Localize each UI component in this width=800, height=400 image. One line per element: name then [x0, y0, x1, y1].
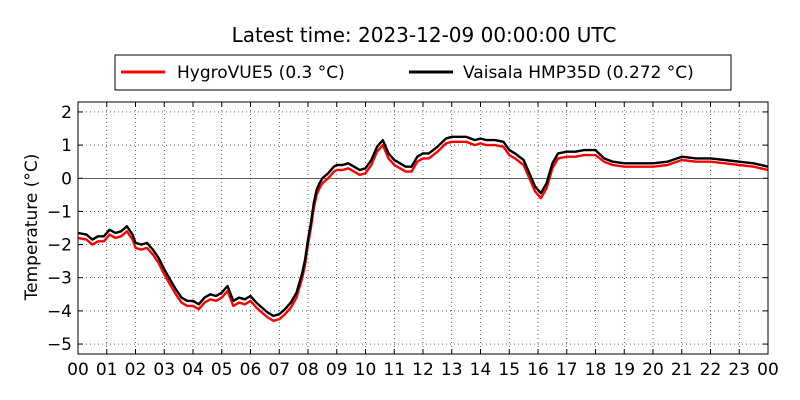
x-tick-label: 15: [498, 360, 520, 380]
x-tick-label: 18: [585, 360, 607, 380]
legend: HygroVUE5 (0.3 °C) Vaisala HMP35D (0.272…: [114, 54, 732, 91]
x-tick-label: 11: [383, 360, 405, 380]
plot-area: [77, 101, 769, 355]
chart-title: Latest time: 2023-12-09 00:00:00 UTC: [232, 23, 617, 47]
x-tick-label: 04: [182, 360, 204, 380]
legend-label-vaisala: Vaisala HMP35D (0.272 °C): [463, 63, 694, 83]
x-tick-label: 22: [700, 360, 722, 380]
series-line-hygrovue5: [77, 140, 769, 322]
x-tick-label: 12: [412, 360, 434, 380]
x-axis: 00 01 02 03 04 05 06 07 08 09 10 11 12 13 14 15 16 17 18 19…: [67, 102, 779, 380]
y-tick-label: 2: [61, 103, 72, 123]
x-tick-label: 00: [67, 360, 89, 380]
data-series: [77, 135, 769, 322]
y-tick-label: −2: [47, 236, 72, 256]
y-axis-label: Temperature (°C): [22, 154, 42, 302]
legend-label-hygrovue5: HygroVUE5 (0.3 °C): [177, 63, 345, 83]
x-tick-label: 08: [297, 360, 319, 380]
y-tick-label: 1: [61, 136, 72, 156]
x-tick-label: 23: [728, 360, 750, 380]
y-tick-label: −1: [47, 202, 72, 222]
x-tick-label: 03: [153, 360, 175, 380]
x-tick-label: 06: [240, 360, 262, 380]
x-tick-label: 21: [671, 360, 693, 380]
x-tick-label: 16: [527, 360, 549, 380]
x-tick-label: 07: [268, 360, 290, 380]
grid: [78, 102, 768, 354]
y-tick-label: 0: [61, 169, 72, 189]
x-tick-label: 17: [556, 360, 578, 380]
x-tick-label: 02: [125, 360, 147, 380]
x-tick-label: 14: [470, 360, 492, 380]
y-tick-label: −5: [47, 335, 72, 355]
x-tick-label: 09: [326, 360, 348, 380]
y-tick-label: −4: [47, 302, 72, 322]
x-tick-label: 19: [613, 360, 635, 380]
x-tick-label: 10: [355, 360, 377, 380]
x-tick-label: 00: [757, 360, 779, 380]
x-tick-label: 13: [441, 360, 463, 380]
y-axis: −5 −4 −3 −2 −1 0 1 2: [47, 103, 768, 355]
y-tick-label: −3: [47, 269, 72, 289]
x-tick-label: 20: [642, 360, 664, 380]
series-line-vaisala: [77, 135, 769, 318]
x-tick-label: 05: [211, 360, 233, 380]
x-tick-label: 01: [96, 360, 118, 380]
